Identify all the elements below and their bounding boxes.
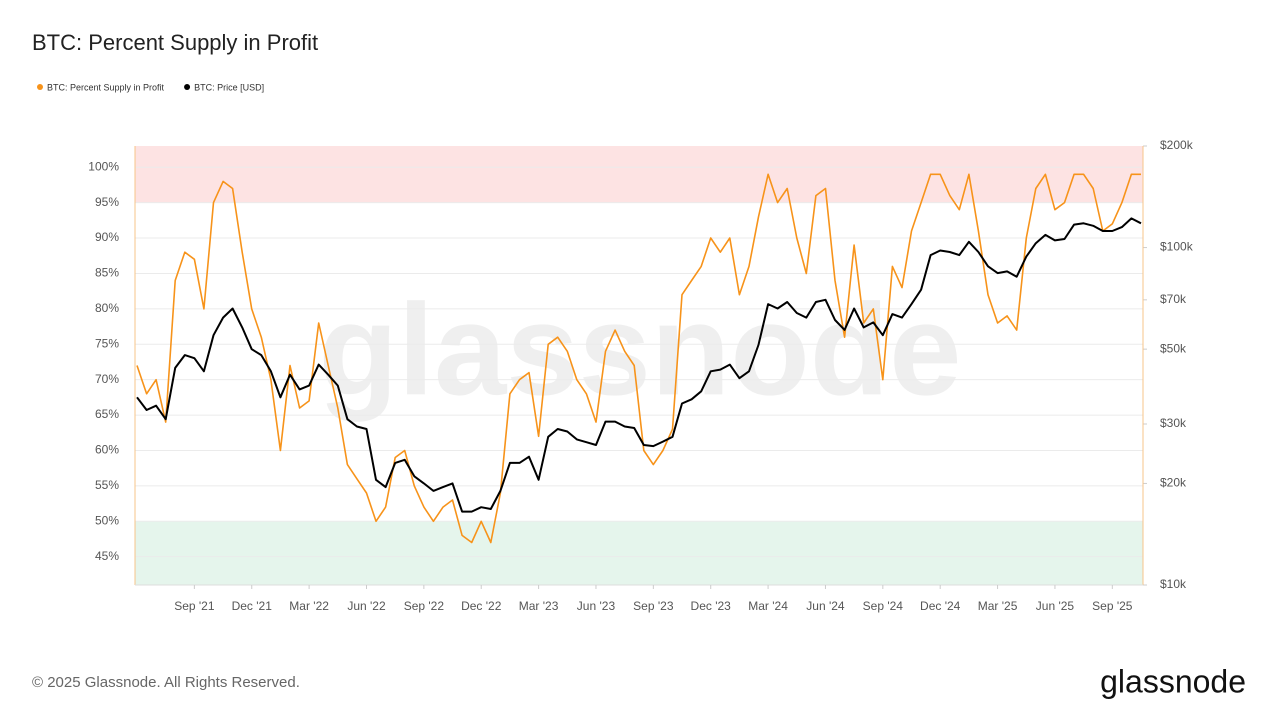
y2-tick-label: $200k xyxy=(1160,138,1194,152)
legend-label: BTC: Percent Supply in Profit xyxy=(47,82,165,92)
x-tick-label: Mar '25 xyxy=(978,599,1018,613)
x-tick-label: Jun '25 xyxy=(1036,599,1075,613)
y-tick-label: 85% xyxy=(95,266,119,280)
series-line xyxy=(136,217,1142,513)
x-tick-label: Mar '22 xyxy=(289,599,329,613)
x-tick-label: Jun '23 xyxy=(577,599,616,613)
chart-title: BTC: Percent Supply in Profit xyxy=(32,30,318,55)
x-tick-label: Sep '21 xyxy=(174,599,215,613)
y-tick-label: 75% xyxy=(95,336,119,350)
watermark: glassnode xyxy=(319,276,962,422)
zone-band xyxy=(135,521,1143,585)
zone-band xyxy=(135,146,1143,203)
x-tick-label: Dec '24 xyxy=(920,599,961,613)
series-line xyxy=(136,173,1141,544)
y2-tick-label: $10k xyxy=(1160,577,1187,591)
y2-tick-label: $30k xyxy=(1160,416,1187,430)
y2-tick-label: $50k xyxy=(1160,341,1187,355)
y-tick-label: 95% xyxy=(95,195,119,209)
x-tick-label: Dec '23 xyxy=(691,599,732,613)
x-tick-label: Sep '25 xyxy=(1092,599,1133,613)
y-tick-label: 80% xyxy=(95,301,119,315)
legend-label: BTC: Price [USD] xyxy=(194,82,264,92)
y-tick-label: 100% xyxy=(88,159,119,173)
y2-tick-label: $20k xyxy=(1160,476,1187,490)
x-tick-label: Sep '23 xyxy=(633,599,674,613)
legend-marker xyxy=(184,84,191,90)
logo: glassnode xyxy=(1100,663,1246,699)
x-tick-label: Sep '22 xyxy=(404,599,445,613)
x-tick-label: Mar '24 xyxy=(748,599,788,613)
y-tick-label: 60% xyxy=(95,443,119,457)
x-tick-label: Mar '23 xyxy=(519,599,559,613)
y2-tick-label: $70k xyxy=(1160,292,1187,306)
y-tick-label: 45% xyxy=(95,549,119,563)
y-tick-label: 70% xyxy=(95,372,119,386)
x-tick-label: Dec '21 xyxy=(232,599,273,613)
y-tick-label: 65% xyxy=(95,407,119,421)
y2-tick-label: $100k xyxy=(1160,240,1194,254)
y-tick-label: 55% xyxy=(95,478,119,492)
x-tick-label: Sep '24 xyxy=(863,599,904,613)
legend-marker xyxy=(37,84,43,90)
copyright: © 2025 Glassnode. All Rights Reserved. xyxy=(32,674,300,691)
y-tick-label: 90% xyxy=(95,230,119,244)
x-tick-label: Dec '22 xyxy=(461,599,502,613)
x-tick-label: Jun '24 xyxy=(806,599,845,613)
y-tick-label: 50% xyxy=(95,513,119,527)
x-tick-label: Jun '22 xyxy=(347,599,386,613)
